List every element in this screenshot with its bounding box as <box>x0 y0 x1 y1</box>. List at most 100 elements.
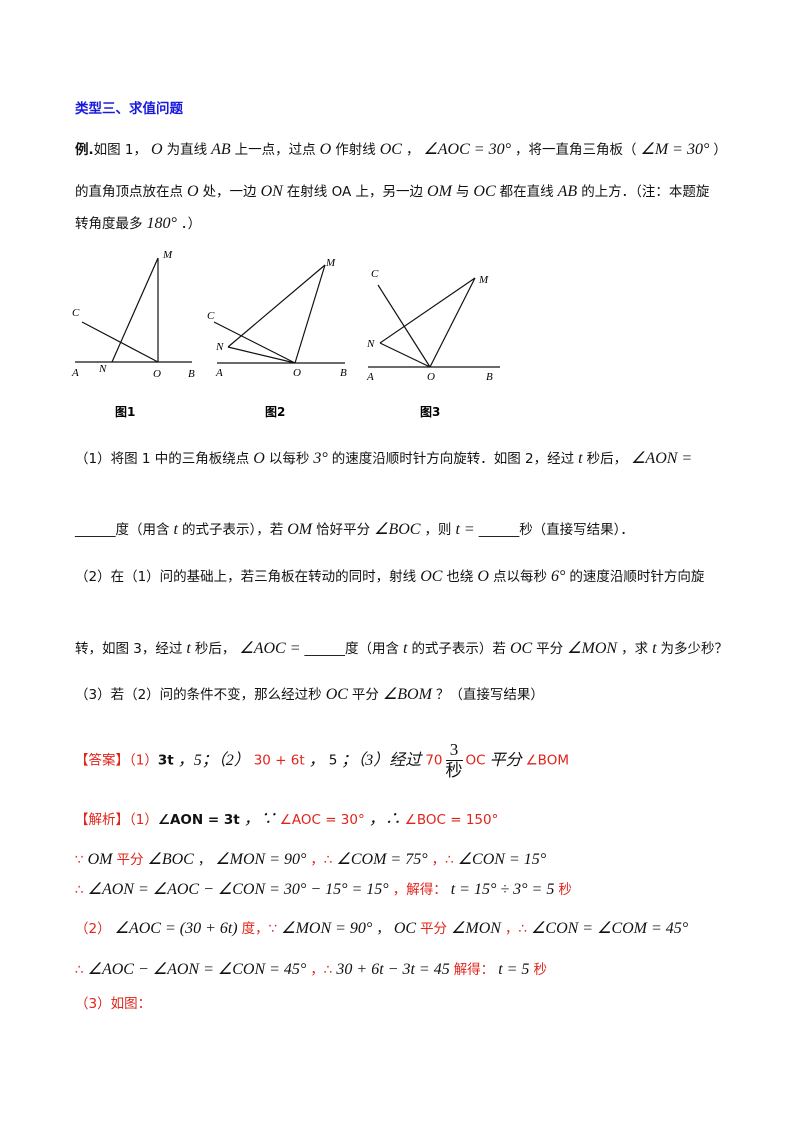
point-label: M <box>325 257 336 269</box>
point-label: M <box>478 274 489 286</box>
point-label: N <box>98 363 107 375</box>
math-text: OC <box>509 640 533 657</box>
text-segment: 的速度沿顺时针方向旋 <box>569 569 705 585</box>
problem-label: 例. <box>75 142 94 158</box>
text-segment: 以每秒 <box>268 451 310 467</box>
figure-caption: 图1 <box>115 405 135 419</box>
question-line: （2）在（1）问的基础上，若三角板在转动的同时，射线 OC 也绕 O 点以每秒 6° 的速度… <box>75 565 704 586</box>
point-label: A <box>215 367 223 379</box>
math-text: 6° <box>550 568 566 585</box>
text-segment: 秒 <box>558 882 572 898</box>
math-text: t = 5 <box>498 961 530 978</box>
line <box>379 277 476 344</box>
math-text: OC <box>379 141 402 158</box>
text-segment: 秒后， <box>586 451 628 467</box>
math-text: ，∵ <box>243 811 276 828</box>
text-segment: 秒（直接写结果）． <box>519 522 634 538</box>
text-segment: ） <box>713 142 727 158</box>
math-text: O <box>253 450 265 467</box>
problem-line: 例.如图 1， O 为直线 AB 上一点，过点 O 作射线 OC， ∠AOC = 30° ，将一直… <box>75 138 727 159</box>
point-label: A <box>366 371 374 383</box>
question-line: 转，如图 3，经过 t 秒后， ∠AOC = ______度（用含 t 的式子表示）若 OC 平… <box>75 637 728 658</box>
text-segment: 平分 <box>420 921 448 937</box>
line <box>111 257 159 363</box>
text-segment: 为直线 <box>166 142 208 158</box>
text-segment: 的直角顶点放在点 <box>75 184 183 200</box>
line <box>294 264 326 364</box>
math-text: 180° <box>146 215 177 232</box>
math-text: ∠MON = 90° <box>215 851 307 868</box>
text-segment: ∵ <box>75 852 84 868</box>
figure-caption: 图3 <box>420 405 440 419</box>
section-title: 类型三、求值问题 <box>75 97 183 117</box>
math-text: OM <box>287 521 313 538</box>
text-segment: OC <box>465 752 486 769</box>
text-segment: 的式子表示）若 <box>411 641 506 657</box>
point-label: C <box>72 307 80 319</box>
math-text: ∠M = 30° <box>640 141 710 158</box>
figure-1: M C A N O B 图1 <box>71 249 195 419</box>
math-text: ∠MON <box>451 920 501 937</box>
math-text: OC <box>325 686 348 703</box>
text-segment: 都在直线 <box>499 184 554 200</box>
text-segment: 平分 <box>116 852 144 868</box>
point-label: M <box>162 249 173 261</box>
text-segment: （3）如图： <box>75 996 152 1012</box>
text-segment: 解得： <box>453 962 495 978</box>
point-label: B <box>188 368 195 380</box>
text-segment: 为多少秒？ <box>660 641 729 657</box>
text-segment: ，∴ <box>504 921 528 937</box>
text-segment: 的式子表示），若 <box>181 522 284 538</box>
math-text: ∠MON <box>567 640 618 657</box>
text-segment: 平分 <box>536 641 564 657</box>
text-segment: ， <box>376 921 390 937</box>
line <box>227 346 296 364</box>
math-text: ∠AON = <box>631 450 693 467</box>
point-label: O <box>153 368 161 380</box>
text-segment: ∠AON = 3t <box>157 812 240 828</box>
analysis-line: ∵ OM 平分 ∠BOC， ∠MON = 90° ，∴ ∠COM = 75° ，∴ ∠CON =… <box>75 848 550 869</box>
math-text: ∠AOC = 30° <box>423 141 511 158</box>
math-text: t <box>173 521 178 538</box>
line <box>213 321 296 364</box>
figure-caption: 图2 <box>265 405 285 419</box>
text-segment: 度，∵ <box>241 921 278 937</box>
text-segment: 与 <box>455 184 470 200</box>
figure-2: M C N A O B 图2 <box>207 257 347 419</box>
math-text: t <box>578 450 583 467</box>
point-label: C <box>207 310 215 322</box>
text-segment: 作射线 <box>335 142 376 158</box>
text-segment: 秒后， <box>194 641 236 657</box>
math-text: ∠COM = 75° <box>336 851 428 868</box>
title-text: 类型三、求值问题 <box>75 101 183 117</box>
math-text: ，∴ <box>368 811 401 828</box>
text-segment: ，∴ <box>310 962 333 978</box>
text-segment: 平分 <box>351 687 379 703</box>
math-text: AB <box>211 141 231 158</box>
math-text: O <box>187 183 199 200</box>
text-segment: 转角度最多 <box>75 216 143 232</box>
text-segment: 70 <box>425 752 443 769</box>
figure-3: C M N A O B 图3 <box>366 268 500 419</box>
math-text: O <box>477 568 489 585</box>
math-text: OM <box>427 183 452 200</box>
text-segment: 秒 <box>445 760 463 780</box>
math-text: t = <box>455 521 475 538</box>
math-text: ；（3）经过 <box>341 751 422 769</box>
text-segment: ∠AOC = 30° <box>279 812 365 828</box>
question-line: ______度（用含 t 的式子表示），若 OM 恰好平分 ∠BOC ，则 t = ______… <box>75 518 634 539</box>
text-segment: 【解析】（1） <box>75 812 158 828</box>
text-segment: ∴ <box>75 882 84 898</box>
text-segment: ，∴ <box>310 852 333 868</box>
math-text: ∠AOC = (30 + 6t) <box>114 920 238 937</box>
text-segment: ？（直接写结果） <box>435 687 544 703</box>
text-segment: 在射线 OA 上，另一边 <box>286 184 424 200</box>
math-text: OM <box>87 851 113 868</box>
text-segment: ∴ <box>75 962 84 978</box>
math-text: OC <box>393 920 417 937</box>
text-segment: ______ <box>75 522 116 538</box>
text-segment: ， <box>197 852 212 868</box>
text-segment: ∠BOC = 150° <box>404 812 499 828</box>
line <box>379 342 431 368</box>
